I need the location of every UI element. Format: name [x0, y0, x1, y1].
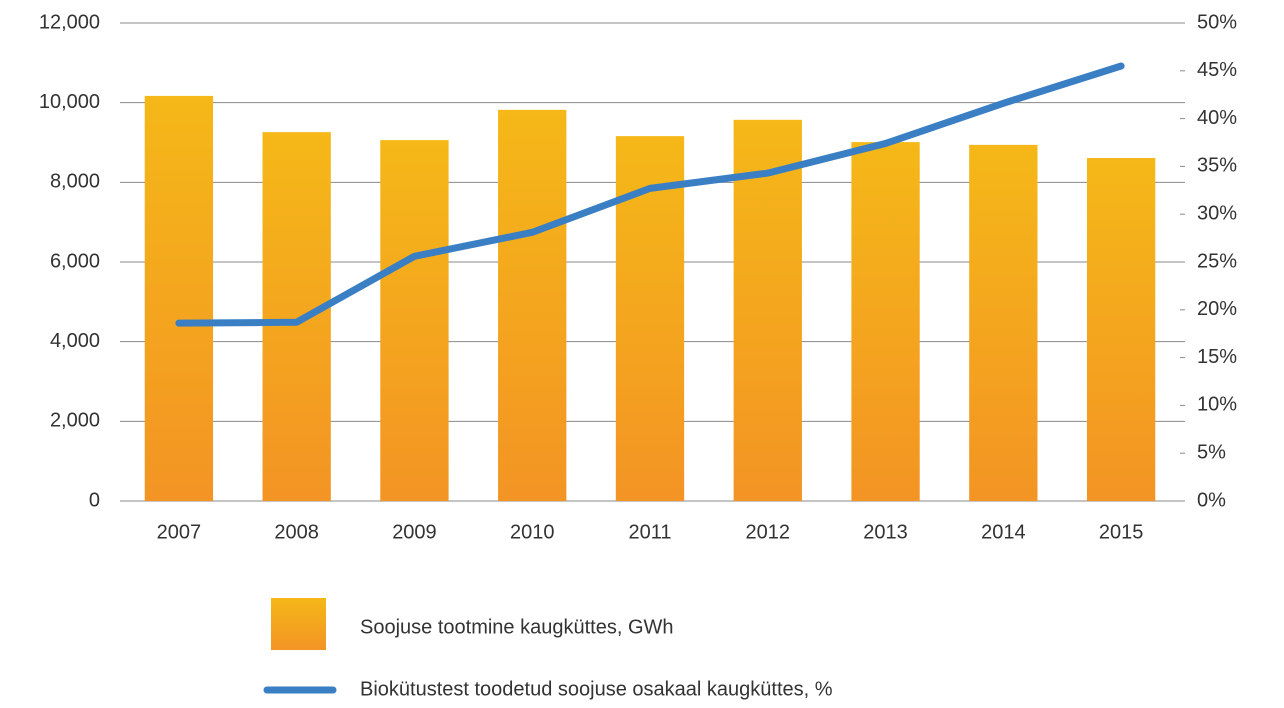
y2-tick-label: 40% [1197, 107, 1237, 129]
x-tick-label: 2013 [863, 521, 908, 543]
y2-tick-label: 10% [1197, 394, 1237, 416]
bar [262, 132, 331, 502]
bar [498, 109, 567, 501]
y2-tick-label: 30% [1197, 202, 1237, 224]
legend-swatch-bar [271, 598, 326, 650]
x-tick-label: 2007 [157, 521, 202, 543]
y2-tick-label: 45% [1197, 59, 1237, 81]
x-tick-label: 2008 [274, 521, 319, 543]
bar [144, 95, 214, 502]
y-tick-label: 2,000 [50, 410, 100, 432]
y-tick-label: 12,000 [39, 11, 100, 33]
x-tick-label: 2009 [392, 521, 437, 543]
bar [380, 140, 449, 502]
x-tick-label: 2012 [746, 521, 791, 543]
y2-tick-label: 50% [1197, 11, 1237, 33]
y-tick-label: 0 [89, 489, 100, 511]
line [175, 62, 1125, 327]
x-tick-label: 2014 [981, 521, 1026, 543]
bar [969, 144, 1038, 501]
y-tick-label: 8,000 [50, 171, 100, 193]
bar [733, 119, 802, 502]
bar [1086, 158, 1156, 501]
y2-tick-label: 5% [1197, 441, 1226, 463]
x-tick-label: 2011 [628, 521, 671, 543]
legend-label: Soojuse tootmine kaugküttes, GWh [360, 616, 674, 638]
legend-label: Biokütustest toodetud soojuse osakaal ka… [360, 678, 833, 700]
y2-tick-label: 0% [1197, 489, 1226, 511]
x-tick-label: 2015 [1099, 521, 1144, 543]
y-tick-label: 6,000 [50, 250, 100, 272]
y2-tick-label: 20% [1197, 298, 1237, 320]
y-tick-label: 4,000 [50, 330, 100, 352]
y2-tick-label: 35% [1197, 155, 1237, 177]
bar [851, 142, 920, 501]
x-tick-label: 2010 [510, 521, 555, 543]
y2-tick-label: 25% [1197, 250, 1237, 272]
y2-tick-label: 15% [1197, 346, 1237, 368]
y-tick-label: 10,000 [39, 91, 100, 113]
